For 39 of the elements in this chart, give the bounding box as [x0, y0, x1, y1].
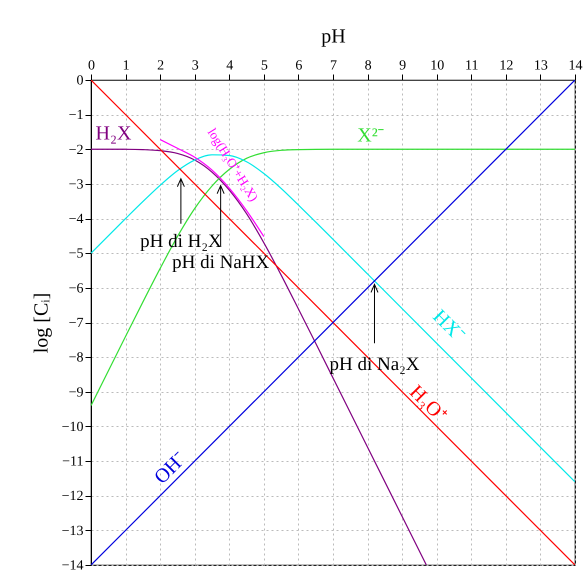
y-tick-label: −4 — [68, 212, 84, 228]
annotation: pH di NaHX — [172, 252, 270, 273]
y-tick-label: −1 — [68, 108, 84, 124]
series-label: H₂X — [96, 122, 132, 145]
y-tick-label: −10 — [62, 420, 84, 435]
x-tick-label: 10 — [430, 58, 444, 74]
x-tick-label: 12 — [499, 58, 514, 74]
series-label: X²⁻ — [357, 124, 385, 146]
y-tick-label: −9 — [68, 385, 84, 400]
x-tick-label: 5 — [260, 58, 268, 74]
y-tick-label: −3 — [68, 177, 84, 192]
x-tick-label: 8 — [364, 58, 372, 74]
x-tick-label: 7 — [330, 58, 337, 74]
x-tick-label: 4 — [226, 58, 234, 74]
y-tick-label: −12 — [62, 489, 84, 504]
y-tick-label: −13 — [62, 524, 84, 539]
x-tick-label: 9 — [399, 58, 406, 74]
text: HX⁻ — [428, 305, 470, 346]
x-tick-label: 13 — [534, 58, 548, 74]
text: H₃O⁺ — [405, 380, 452, 427]
x-tick-label: 6 — [295, 58, 302, 74]
y-tick-label: 0 — [76, 74, 84, 88]
x-tick-label: 14 — [568, 58, 582, 74]
y-tick-label: −2 — [68, 142, 84, 158]
x-tick-label: 2 — [157, 58, 164, 74]
y-tick-label: −11 — [62, 454, 84, 470]
y-tick-label: −6 — [68, 281, 84, 296]
x-tick-label: 0 — [88, 58, 95, 74]
y-tick-label: −7 — [68, 316, 84, 331]
y-tick-label: −8 — [68, 350, 84, 366]
annotation: pH di Na₂X — [329, 354, 420, 376]
x-tick-label: 11 — [465, 58, 479, 74]
y-tick-label: −5 — [68, 246, 84, 262]
y-tick-label: −14 — [62, 558, 84, 574]
y-axis-title: log [Cᵢ] — [30, 292, 53, 354]
x-tick-label: 1 — [122, 58, 130, 74]
x-axis-title: pH — [321, 26, 346, 48]
text: OH⁻ — [150, 448, 191, 488]
x-tick-label: 3 — [192, 58, 199, 74]
